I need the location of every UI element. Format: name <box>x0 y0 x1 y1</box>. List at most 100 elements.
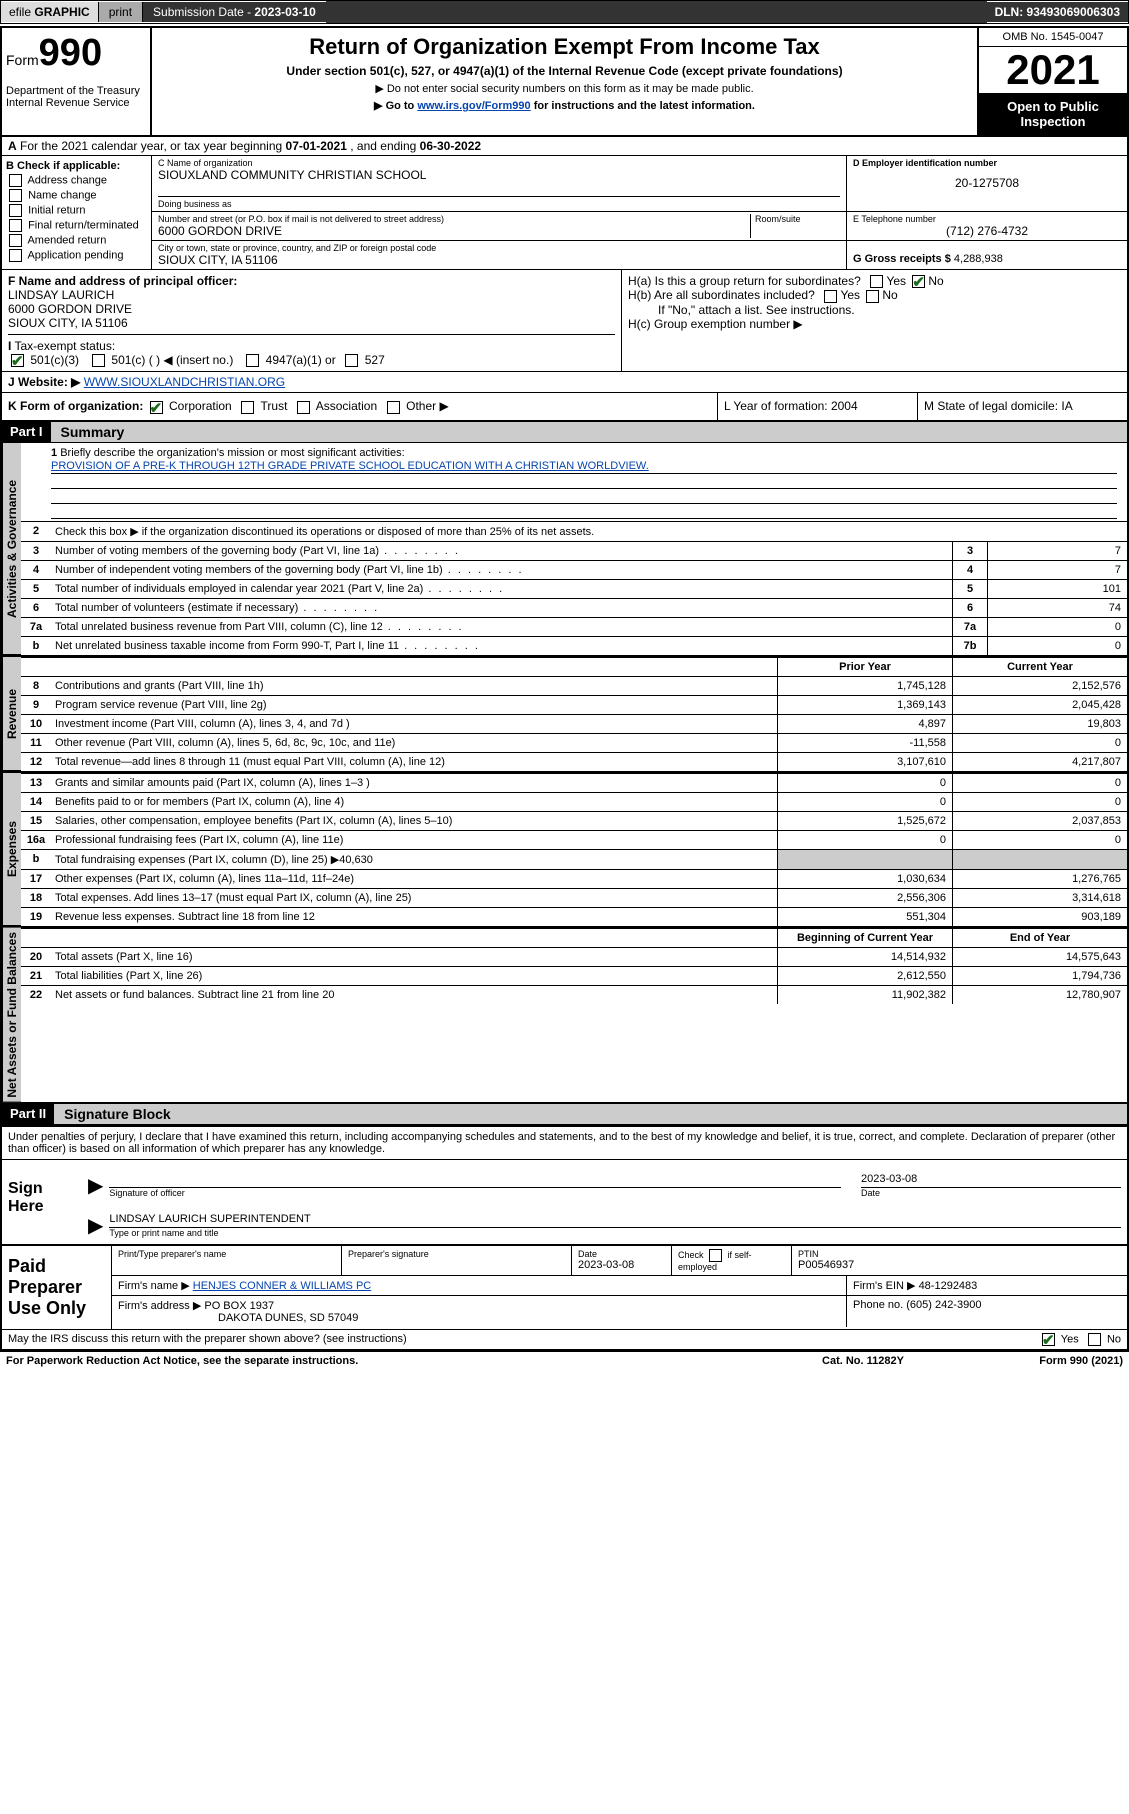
hdr-current-year: Current Year <box>952 658 1127 676</box>
cb-label-5: Application pending <box>27 249 123 261</box>
firm-name[interactable]: HENJES CONNER & WILLIAMS PC <box>193 1280 371 1292</box>
fin-prior: 0 <box>777 793 952 811</box>
row-j-text: Website: ▶ <box>18 375 80 389</box>
sig-date-caption: Date <box>861 1188 1121 1198</box>
cb-hb-yes[interactable] <box>824 290 837 303</box>
tax-year-end: 06-30-2022 <box>420 139 481 153</box>
governance-section: 1 Briefly describe the organization's mi… <box>21 443 1127 655</box>
discuss-row: May the IRS discuss this return with the… <box>2 1329 1127 1349</box>
fin-prior: 11,902,382 <box>777 986 952 1004</box>
fin-prior: 1,525,672 <box>777 812 952 830</box>
row-val: 74 <box>987 599 1127 617</box>
row-j-label: J <box>8 375 15 389</box>
part-ii-label: Part II <box>2 1104 54 1124</box>
footer-bottom: For Paperwork Reduction Act Notice, see … <box>0 1351 1129 1370</box>
irs-link[interactable]: www.irs.gov/Form990 <box>417 100 530 112</box>
cb-self-employed[interactable] <box>709 1249 722 1262</box>
sig-date-value: 2023-03-08 <box>861 1173 917 1185</box>
cb-4947[interactable] <box>246 354 259 367</box>
fin-current: 903,189 <box>952 908 1127 926</box>
opt-other: Other ▶ <box>406 399 449 413</box>
cb-other[interactable] <box>387 401 400 414</box>
cb-final-return[interactable]: Final return/terminated <box>6 219 147 232</box>
fin-row-20: 20 Total assets (Part X, line 16) 14,514… <box>21 947 1127 966</box>
cb-application-pending[interactable]: Application pending <box>6 249 147 262</box>
part-ii-header: Part II Signature Block <box>2 1102 1127 1125</box>
cb-discuss-yes[interactable] <box>1042 1333 1055 1346</box>
fin-desc: Professional fundraising fees (Part IX, … <box>51 831 777 849</box>
cb-trust[interactable] <box>241 401 254 414</box>
row-box: 5 <box>952 580 987 598</box>
print-button[interactable]: print <box>99 2 143 22</box>
cb-527[interactable] <box>345 354 358 367</box>
mission-line-1: PROVISION OF A PRE-K THROUGH 12TH GRADE … <box>51 459 1117 474</box>
cb-501c[interactable] <box>92 354 105 367</box>
paperwork-notice: For Paperwork Reduction Act Notice, see … <box>6 1355 763 1367</box>
fin-num: 21 <box>21 967 51 985</box>
h-b-text: H(b) Are all subordinates included? <box>628 288 815 302</box>
hdr-begin-year: Beginning of Current Year <box>777 929 952 947</box>
firm-phone: (605) 242-3900 <box>906 1299 981 1311</box>
form-subtitle-2: ▶ Do not enter social security numbers o… <box>162 82 967 95</box>
fin-desc: Revenue less expenses. Subtract line 18 … <box>51 908 777 926</box>
omb-number: OMB No. 1545-0047 <box>979 28 1127 47</box>
cb-ha-yes[interactable] <box>870 275 883 288</box>
opt-527: 527 <box>365 353 385 367</box>
fin-num: 12 <box>21 753 51 771</box>
col-cde: C Name of organization SIOUXLAND COMMUNI… <box>152 156 1127 269</box>
cb-corp[interactable] <box>150 401 163 414</box>
cb-name-change[interactable]: Name change <box>6 189 147 202</box>
firm-name-label: Firm's name ▶ <box>118 1280 190 1292</box>
cb-address-change[interactable]: Address change <box>6 174 147 187</box>
mission-value[interactable]: PROVISION OF A PRE-K THROUGH 12TH GRADE … <box>51 460 649 472</box>
row-i-label: I <box>8 339 11 353</box>
dba-label: Doing business as <box>158 196 840 209</box>
firm-ein: 48-1292483 <box>919 1280 978 1292</box>
fin-prior: 14,514,932 <box>777 948 952 966</box>
officer-signature-line[interactable] <box>109 1166 841 1188</box>
firm-phone-label: Phone no. <box>853 1299 903 1311</box>
fin-row-13: 13 Grants and similar amounts paid (Part… <box>21 773 1127 792</box>
cb-label-2: Initial return <box>28 204 85 216</box>
box-h: H(a) Is this a group return for subordin… <box>622 270 1127 371</box>
ein-value: 20-1275708 <box>853 176 1121 190</box>
fin-desc: Total revenue—add lines 8 through 11 (mu… <box>51 753 777 771</box>
fin-row-14: 14 Benefits paid to or for members (Part… <box>21 792 1127 811</box>
cb-discuss-no[interactable] <box>1088 1333 1101 1346</box>
summary-row-3: 3 Number of voting members of the govern… <box>21 541 1127 560</box>
fin-num: b <box>21 850 51 869</box>
fin-num: 14 <box>21 793 51 811</box>
box-b: B Check if applicable: Address change Na… <box>2 156 152 269</box>
officer-addr1: 6000 GORDON DRIVE <box>8 302 615 316</box>
paid-preparer-label: Paid Preparer Use Only <box>2 1246 112 1329</box>
top-bar: efile GRAPHIC print Submission Date - 20… <box>0 0 1129 24</box>
form-ref: Form 990 (2021) <box>963 1355 1123 1367</box>
mission-line-4 <box>51 504 1117 519</box>
sig-caption: Signature of officer <box>109 1188 841 1198</box>
cb-assoc[interactable] <box>297 401 310 414</box>
row-a-mid: , and ending <box>350 139 419 153</box>
header-right: OMB No. 1545-0047 2021 Open to Public In… <box>977 28 1127 135</box>
cb-501c3[interactable] <box>11 354 24 367</box>
website-link[interactable]: WWW.SIOUXLANDCHRISTIAN.ORG <box>84 375 285 389</box>
sign-here-block: Sign Here ▶ Signature of officer 2023-03… <box>2 1159 1127 1244</box>
cb-initial-return[interactable]: Initial return <box>6 204 147 217</box>
tax-year: 2021 <box>979 47 1127 93</box>
hdr-end-year: End of Year <box>952 929 1127 947</box>
box-e: E Telephone number (712) 276-4732 <box>847 212 1127 240</box>
summary-governance: Activities & Governance 1 Briefly descri… <box>2 443 1127 655</box>
cb-ha-no[interactable] <box>912 275 925 288</box>
opt-corp: Corporation <box>169 399 232 413</box>
cb-hb-no[interactable] <box>866 290 879 303</box>
cb-amended-return[interactable]: Amended return <box>6 234 147 247</box>
vert-expenses: Expenses <box>2 773 21 926</box>
form-subtitle-3: ▶ Go to www.irs.gov/Form990 for instruct… <box>162 99 967 112</box>
fin-row-19: 19 Revenue less expenses. Subtract line … <box>21 907 1127 926</box>
summary-expenses: Expenses 13 Grants and similar amounts p… <box>2 771 1127 926</box>
room-label: Room/suite <box>755 214 840 224</box>
fin-current: 12,780,907 <box>952 986 1127 1004</box>
fin-desc: Investment income (Part VIII, column (A)… <box>51 715 777 733</box>
fin-current: 0 <box>952 774 1127 792</box>
fin-prior: 1,369,143 <box>777 696 952 714</box>
city-label: City or town, state or province, country… <box>158 243 840 253</box>
